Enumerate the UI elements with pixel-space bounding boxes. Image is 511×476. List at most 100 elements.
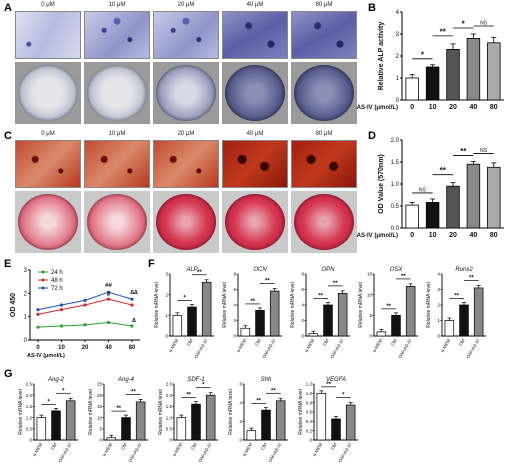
chart-G-ang-2-sig-label: * [62,388,65,394]
chart-F-ocn-x-tick-label: α-MEM [236,338,248,353]
chart-F-alp-x-tick-label: OM [186,338,194,347]
chart-G-vegfa-bar [316,392,327,441]
panel-label-b: B [368,2,376,14]
chart-F-alp-x-tick-label: OM+AS-IV [193,338,208,359]
chart-F-ocn-sig-label: ** [265,279,270,285]
chart-G-sdf-1-x-tick-label: OM+AS-IV [197,442,212,463]
ars-micrograph-40 [222,140,288,188]
alp-well-10 [84,62,150,124]
conc-label-c-40: 40 μM [246,131,264,137]
chart-D-y-axis-label: OD Value (570nm) [378,154,385,214]
chart-F-osx-bar [391,314,401,337]
chart-G-ang-4-gene-name: Ang-4 [117,377,135,383]
chart-D-bar [405,204,419,229]
chart-F-runx2-y-tick-label: 1 [437,318,440,323]
chart-F-osx-x-tick-label: OM [390,338,398,347]
chart-F-ocn-y-tick-label: 8 [233,272,236,277]
chart-F-osx-x-tick-label: OM+AS-IV [397,338,412,359]
chart-E-x-tick-label: 0 [36,345,40,351]
chart-G-ang-4-x-tick-label: OM+AS-IV [127,442,142,463]
ars-micrograph-10 [84,140,150,188]
chart-G-vegfa-y-tick-label: 0.2 [306,428,313,433]
ars-well-0 [15,191,81,253]
chart-G-sdf-1-y-tick-label: 2.0 [166,393,173,398]
chart-G-ang-2-y-tick-label: 2.0 [26,393,33,398]
chart-F-alp-sig-label: * [183,296,186,302]
chart-G-ang-2-x-tick-label: α-MEM [32,442,44,457]
chart-G-vegfa-y-tick-label: 0 [309,438,312,443]
chart-G-ang-4-bar [135,401,146,441]
chart-E-point [83,298,87,302]
chart-G-vegfa-gene-name: VEGFA [326,377,346,383]
chart-G-vegfa-y-tick-label: 0.8 [306,400,313,405]
chart-G-ang-2-x-tick-label: OM [50,442,58,451]
chart-G-ang-4-bar [121,417,131,441]
ars-micrograph-80 [291,140,357,188]
chart-G-ang-2-x-tick-label: OM+AS-IV [57,442,72,463]
chart-E-point [59,303,64,307]
chart-G-ang-2-bar [65,400,76,441]
chart-E-point [106,320,111,325]
chart-F-opn-x-tick-label: α-MEM [304,338,316,353]
chart-F-runx2-x-tick-label: OM [458,338,466,347]
chart-E-point [130,297,134,301]
chart-F-ocn-y-tick-label: 2 [233,318,236,323]
chart-E-point [130,303,134,307]
conc-label-a-20: 20 μM [177,2,195,8]
chart-F-alp-y-tick-label: 1 [165,313,168,318]
chart-G-vegfa-y-tick-label: 0.6 [306,410,313,415]
chart-F-ocn-y-tick-label: 4 [233,303,236,308]
chart-G-ang-4-x-tick-label: α-MEM [102,442,114,457]
chart-E-legend-label: 24 h [51,270,63,276]
chart-G-ang-2-bar [51,410,61,441]
chart-E-point [59,308,64,312]
chart-B-bar [446,49,460,101]
chart-B-y-tick-label: 0 [396,98,400,104]
chart-G-shh-y-axis-label: Relative mRNA level [228,389,234,435]
chart-F-opn-bar [323,304,333,337]
chart-G-sdf-1-bar [176,417,187,441]
chart-B-sig-label: * [421,50,425,59]
chart-D-sig-label: NS [480,148,488,154]
panel-label-e: E [4,258,12,270]
chart-D-x-tick-label: 10 [429,232,437,239]
chart-E-y-tick-label: 2 [24,291,28,297]
chart-E-y-tick-label: 0 [24,338,28,344]
chart-F-alp-gene-name: ALP [185,267,197,273]
chart-G-shh-sig-label: ** [256,399,261,405]
ars-micrograph-0 [15,140,81,188]
chart-F-opn-sig-label: ** [318,294,323,300]
chart-G-shh-bar [261,409,271,441]
chart-F-ocn-x-tick-label: OM+AS-IV [261,338,276,359]
chart-B-bar [487,42,501,101]
chart-G-vegfa-x-tick-label: OM [330,442,338,451]
ars-micrograph-20 [153,140,219,188]
chart-D-sig-label: ** [440,166,447,175]
chart-E-legend-marker [41,278,45,282]
chart-F-runx2-x-tick-label: α-MEM [440,338,452,353]
chart-D-x-tick-label: 20 [449,232,457,239]
chart-D-x-tick-label: 40 [470,232,478,239]
chart-G-ang-2-y-tick-label: 1.0 [26,415,33,420]
chart-G-shh-x-tick-label: α-MEM [242,442,254,457]
chart-B-x-tick-label: 80 [490,104,498,111]
chart-G-ang-4-bar [106,437,117,441]
alp-micrograph-0 [15,11,81,59]
alp-well-40 [222,62,288,124]
chart-G-ang-4-y-tick-label: 0 [99,438,102,443]
chart-E-x-tick-label: 20 [82,345,89,351]
chart-G-shh-gene-name: Shh [261,377,272,383]
alp-micrograph-20 [153,11,219,59]
panel-label-a: A [4,2,12,14]
chart-D-x-tick-label: 0 [410,232,414,239]
chart-D-y-tick-label: 2.0 [391,138,400,144]
chart-E-x-tick-label: 10 [58,345,65,351]
chart-F-runx2-bar [473,287,484,337]
chart-F-alp-y-tick-label: 0 [165,334,168,339]
conc-label-c-20: 20 μM [177,131,195,137]
conc-label-a-80: 80 μM [315,2,333,8]
alp-micrograph-10 [84,11,150,59]
chart-G-ang-2-y-tick-label: 0 [29,438,32,443]
chart-G-ang-4-y-tick-label: 15 [97,404,103,409]
